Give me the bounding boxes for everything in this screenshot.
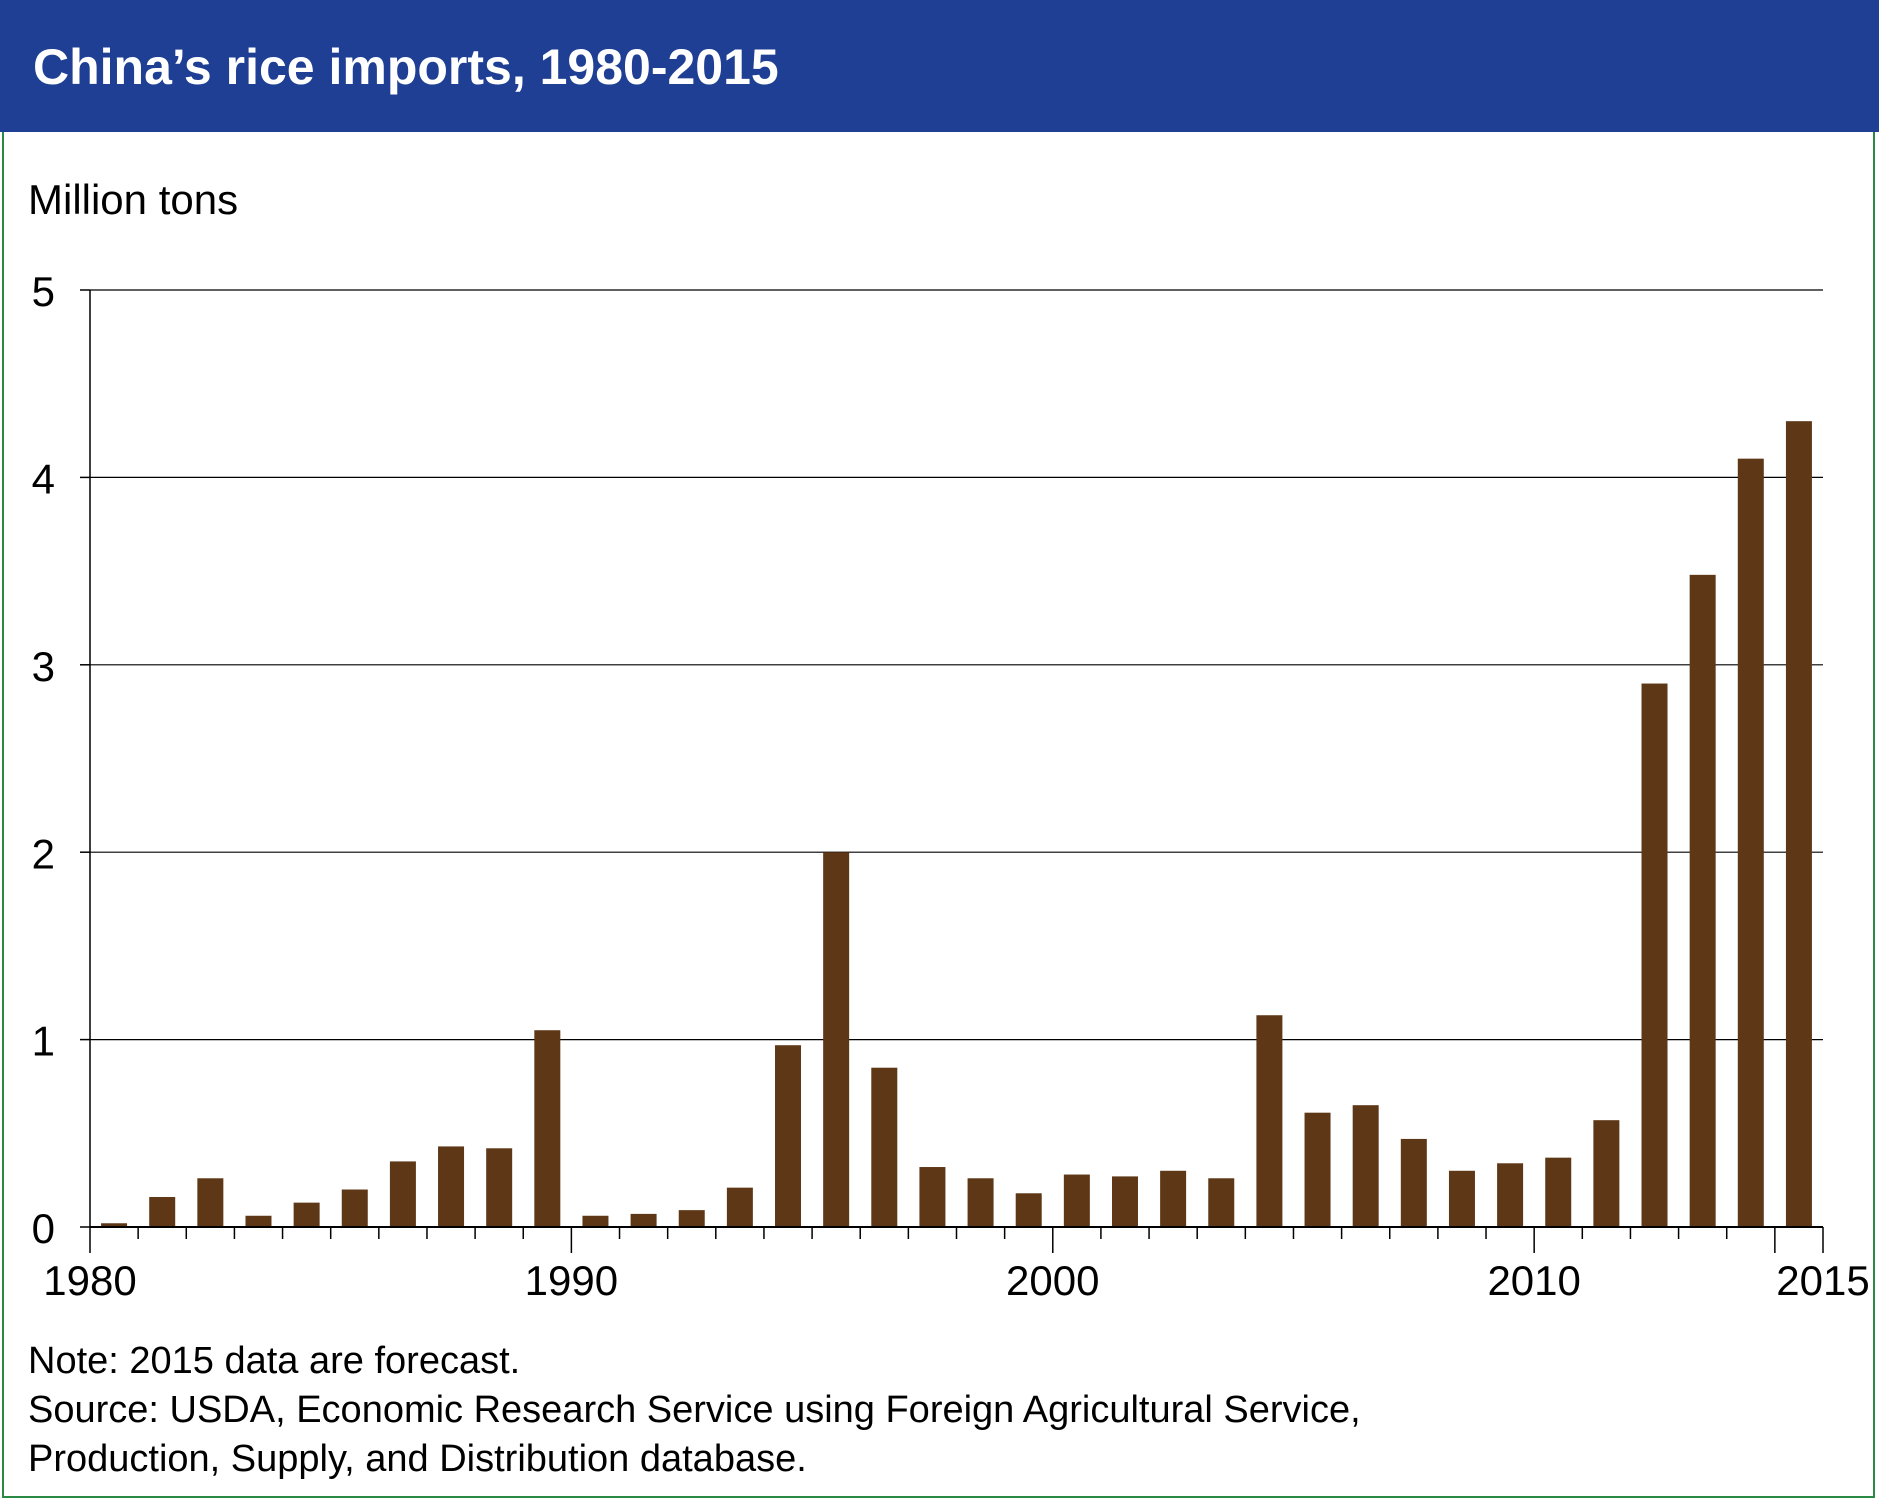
bar-2009: [1497, 1163, 1524, 1227]
title-bar: China’s rice imports, 1980-2015: [0, 0, 1879, 132]
y-axis-unit-label: Million tons: [28, 176, 239, 223]
y-tick-label: 2: [32, 830, 55, 877]
bar-2010: [1545, 1157, 1572, 1227]
bar-1992: [678, 1210, 705, 1227]
bar-1994: [775, 1045, 802, 1227]
bar-1998: [967, 1178, 994, 1227]
bar-1999: [1015, 1193, 1042, 1227]
bar-1995: [823, 852, 850, 1227]
x-tick-label: 1990: [525, 1257, 618, 1304]
bar-2005: [1304, 1112, 1331, 1227]
source-text-line1: Source: USDA, Economic Research Service …: [28, 1389, 1361, 1431]
bar-1981: [149, 1197, 176, 1227]
bar-2013: [1689, 574, 1716, 1227]
bar-1984: [293, 1202, 320, 1227]
y-tick-label: 4: [32, 455, 55, 502]
bar-1989: [534, 1030, 561, 1227]
bar-1991: [630, 1213, 657, 1227]
bar-1988: [486, 1148, 513, 1227]
bar-2007: [1400, 1138, 1427, 1227]
x-tick-label: 2015: [1776, 1257, 1869, 1304]
y-tick-label: 5: [32, 268, 55, 315]
bar-1987: [438, 1146, 465, 1227]
chart-title: China’s rice imports, 1980-2015: [33, 39, 779, 95]
bar-2006: [1352, 1105, 1379, 1227]
x-tick-label: 1980: [43, 1257, 136, 1304]
bar-2001: [1111, 1176, 1138, 1227]
bar-1996: [871, 1067, 898, 1227]
source-text-line2: Production, Supply, and Distribution dat…: [28, 1438, 807, 1480]
bar-1983: [245, 1215, 272, 1227]
y-tick-label: 3: [32, 643, 55, 690]
bar-2014: [1737, 458, 1764, 1227]
bar-chart: 0 1 2 3 4 5 1980 1990 2000 2010 2015: [32, 268, 1870, 1304]
bar-2000: [1063, 1174, 1090, 1227]
bar-2015: [1785, 421, 1812, 1227]
bar-2002: [1160, 1170, 1187, 1227]
bar-1993: [726, 1187, 753, 1227]
y-tick-label: 1: [32, 1018, 55, 1065]
bar-2004: [1256, 1015, 1283, 1227]
bar-2012: [1641, 683, 1668, 1227]
bar-2003: [1208, 1178, 1235, 1227]
note-text: Note: 2015 data are forecast.: [28, 1340, 521, 1382]
bar-1985: [341, 1189, 368, 1227]
bar-2008: [1448, 1170, 1475, 1227]
bar-1980: [101, 1223, 128, 1227]
bar-1990: [582, 1215, 609, 1227]
bar-1986: [389, 1161, 416, 1227]
y-tick-label: 0: [32, 1205, 55, 1252]
x-tick-label: 2000: [1006, 1257, 1099, 1304]
x-tick-label: 2010: [1487, 1257, 1580, 1304]
bar-1982: [197, 1178, 224, 1227]
bar-2011: [1593, 1120, 1620, 1227]
bar-1997: [919, 1167, 946, 1227]
